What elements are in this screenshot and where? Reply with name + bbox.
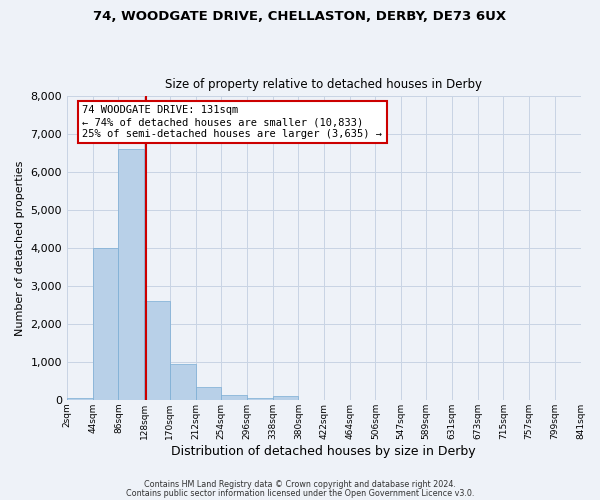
Bar xyxy=(170,364,196,400)
Text: 74 WOODGATE DRIVE: 131sqm
← 74% of detached houses are smaller (10,833)
25% of s: 74 WOODGATE DRIVE: 131sqm ← 74% of detac… xyxy=(82,106,382,138)
Bar xyxy=(221,395,247,400)
Bar xyxy=(93,248,118,400)
Text: Contains public sector information licensed under the Open Government Licence v3: Contains public sector information licen… xyxy=(126,488,474,498)
Y-axis label: Number of detached properties: Number of detached properties xyxy=(15,160,25,336)
Title: Size of property relative to detached houses in Derby: Size of property relative to detached ho… xyxy=(165,78,482,91)
Bar xyxy=(118,150,144,400)
Text: Contains HM Land Registry data © Crown copyright and database right 2024.: Contains HM Land Registry data © Crown c… xyxy=(144,480,456,489)
Bar xyxy=(272,396,298,400)
X-axis label: Distribution of detached houses by size in Derby: Distribution of detached houses by size … xyxy=(172,444,476,458)
Bar xyxy=(144,301,170,400)
Bar xyxy=(67,398,93,400)
Bar xyxy=(196,388,221,400)
Bar xyxy=(247,398,272,400)
Text: 74, WOODGATE DRIVE, CHELLASTON, DERBY, DE73 6UX: 74, WOODGATE DRIVE, CHELLASTON, DERBY, D… xyxy=(94,10,506,23)
